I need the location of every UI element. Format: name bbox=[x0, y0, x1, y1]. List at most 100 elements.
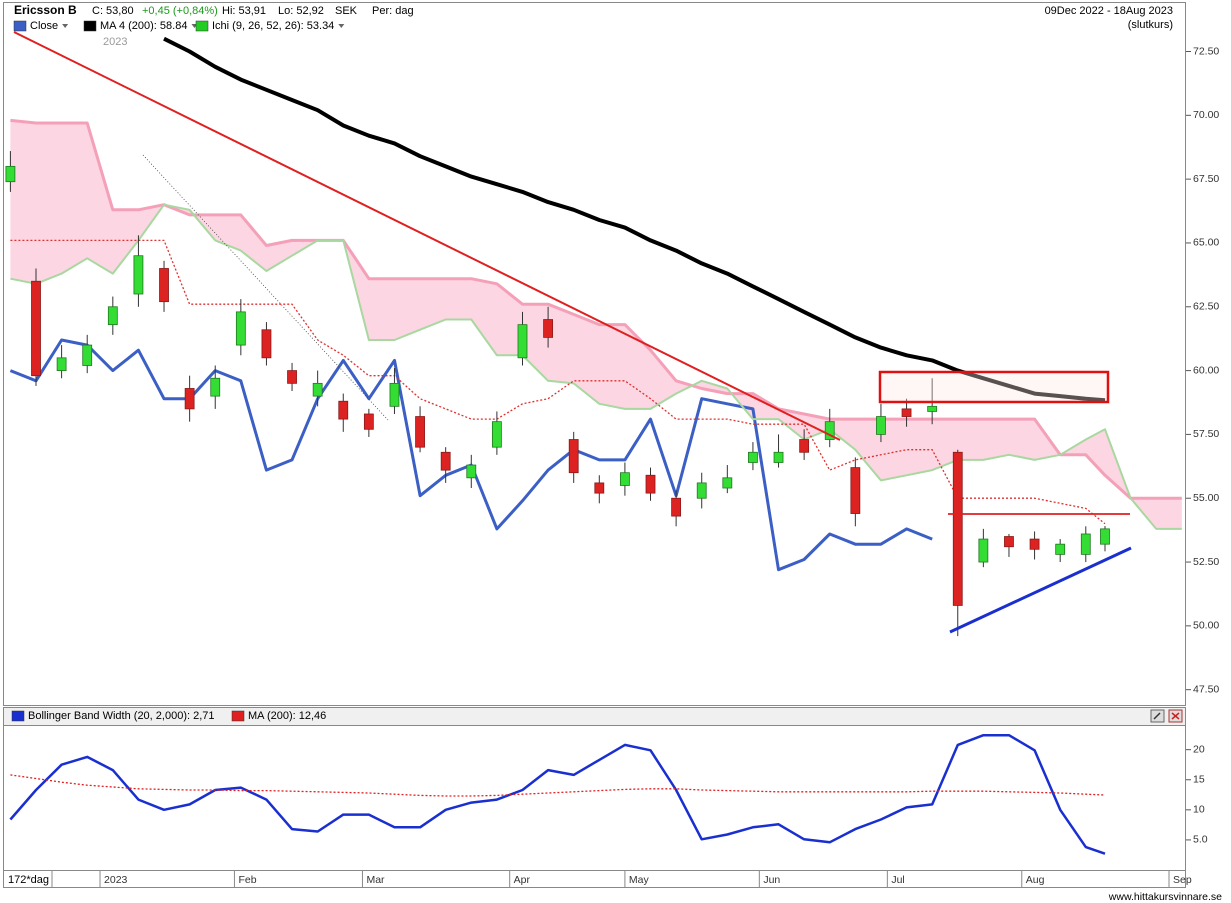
x-tick-label: Jul bbox=[891, 874, 904, 886]
y-tick-label: 65.00 bbox=[1193, 237, 1219, 249]
legend-swatch bbox=[11, 710, 25, 722]
dotted-trendline bbox=[142, 154, 389, 421]
candle-body bbox=[1029, 538, 1040, 550]
candle-body bbox=[184, 388, 195, 410]
candle-body bbox=[1080, 533, 1091, 555]
x-tick-label: Feb bbox=[238, 874, 256, 886]
settings-icon bbox=[1153, 712, 1161, 720]
candle-body bbox=[5, 165, 16, 183]
legend-label: MA 4 (200): 58.84 bbox=[100, 20, 187, 32]
y-tick-label: 57.50 bbox=[1193, 428, 1219, 440]
header: Ericsson B C: 53,80 +0,45 (+0,84%) Hi: 5… bbox=[8, 3, 1222, 903]
candle-body bbox=[927, 405, 938, 412]
legend-dropdown[interactable] bbox=[338, 24, 345, 28]
candle-body bbox=[978, 538, 989, 563]
price-basis: (slutkurs) bbox=[1128, 19, 1173, 31]
y-tick-label: 62.50 bbox=[1193, 301, 1219, 313]
series-line bbox=[10, 203, 1182, 530]
candle-body bbox=[671, 497, 682, 517]
date-range: 09Dec 2022 - 18Aug 2023 bbox=[1045, 5, 1173, 17]
candle-body bbox=[543, 319, 553, 338]
annotations bbox=[13, 31, 1132, 634]
candle-body bbox=[594, 482, 605, 494]
legend-swatch bbox=[83, 20, 97, 32]
candle-body bbox=[1100, 528, 1110, 545]
candle-body bbox=[952, 451, 963, 606]
instrument-title: Ericsson B bbox=[14, 3, 77, 17]
series-line bbox=[163, 36, 1106, 403]
legend-swatch bbox=[13, 20, 27, 32]
candle-body bbox=[568, 439, 579, 474]
low-quote: Lo: 52,92 bbox=[278, 5, 324, 17]
x-tick-label: May bbox=[629, 874, 650, 886]
close-quote: C: 53,80 bbox=[92, 5, 134, 17]
candle-body bbox=[389, 382, 400, 407]
candle-body bbox=[133, 255, 144, 295]
candle-body bbox=[1055, 543, 1066, 555]
candle-body bbox=[876, 416, 886, 435]
year-label: 2023 bbox=[103, 36, 127, 48]
legend-label: Bollinger Band Width (20, 2,000): 2,71 bbox=[28, 710, 215, 722]
legend-label: Close bbox=[30, 20, 58, 32]
candle-body bbox=[287, 370, 297, 384]
legend-label: MA (200): 12,46 bbox=[248, 710, 326, 722]
series-line bbox=[10, 118, 1182, 500]
resistance-box bbox=[878, 370, 1110, 404]
x-tick-label: Aug bbox=[1026, 874, 1045, 886]
candle-body bbox=[850, 467, 861, 514]
candle-body bbox=[1004, 536, 1014, 548]
x-axis-band bbox=[3, 870, 1186, 888]
y-tick-label: 67.50 bbox=[1193, 173, 1219, 185]
series-line bbox=[10, 239, 1106, 525]
candle-body bbox=[517, 324, 528, 359]
candle-body bbox=[31, 280, 41, 377]
legend-label: Ichi (9, 26, 52, 26): 53.34 bbox=[212, 20, 334, 32]
sub-plot bbox=[9, 733, 1106, 855]
x-tick-label: Sep bbox=[1173, 874, 1192, 886]
candle-body bbox=[338, 400, 349, 420]
candle-body bbox=[722, 477, 733, 489]
series-line bbox=[9, 733, 1106, 855]
down-trendline bbox=[13, 31, 841, 441]
candle-body bbox=[235, 311, 246, 346]
y-tick-label: 55.00 bbox=[1193, 492, 1219, 504]
period-label: 172*dag bbox=[8, 874, 49, 886]
y-tick-label: 60.00 bbox=[1193, 364, 1219, 376]
candle-body bbox=[799, 439, 810, 453]
candle-body bbox=[901, 408, 912, 417]
close-icon bbox=[1171, 712, 1180, 720]
candle-body bbox=[620, 472, 630, 486]
candle-body bbox=[696, 482, 707, 499]
candle-body bbox=[466, 464, 477, 479]
support-trendline bbox=[949, 546, 1132, 634]
legend-swatch bbox=[195, 20, 209, 32]
candle-body bbox=[440, 451, 451, 471]
y-tick-label: 20 bbox=[1193, 743, 1205, 755]
x-tick-label: 2023 bbox=[104, 874, 128, 886]
period: Per: dag bbox=[372, 5, 414, 17]
candle-body bbox=[748, 451, 758, 463]
legend-swatch bbox=[231, 710, 245, 722]
candle-body bbox=[312, 382, 323, 397]
panel-tools bbox=[1150, 709, 1183, 723]
x-tick-label: Apr bbox=[514, 874, 531, 886]
candle-body bbox=[363, 413, 374, 430]
x-tick-label: Jun bbox=[763, 874, 780, 886]
series-line bbox=[10, 774, 1106, 797]
candle-body bbox=[107, 306, 118, 326]
candle-body bbox=[773, 451, 784, 463]
candle-body bbox=[82, 344, 93, 366]
y-tick-label: 47.50 bbox=[1193, 683, 1219, 695]
candle-body bbox=[415, 416, 425, 448]
change-quote: +0,45 (+0,84%) bbox=[142, 5, 218, 17]
y-tick-label: 72.50 bbox=[1193, 45, 1219, 57]
candle-body bbox=[645, 474, 656, 494]
legend-dropdown[interactable] bbox=[62, 24, 69, 28]
candle-body bbox=[261, 329, 272, 359]
y-tick-label: 5.0 bbox=[1193, 834, 1208, 846]
x-tick-label: Mar bbox=[366, 874, 385, 886]
candle-body bbox=[491, 421, 502, 448]
candle-body bbox=[210, 377, 221, 397]
y-tick-label: 10 bbox=[1193, 804, 1205, 816]
main-plot bbox=[5, 36, 1182, 637]
